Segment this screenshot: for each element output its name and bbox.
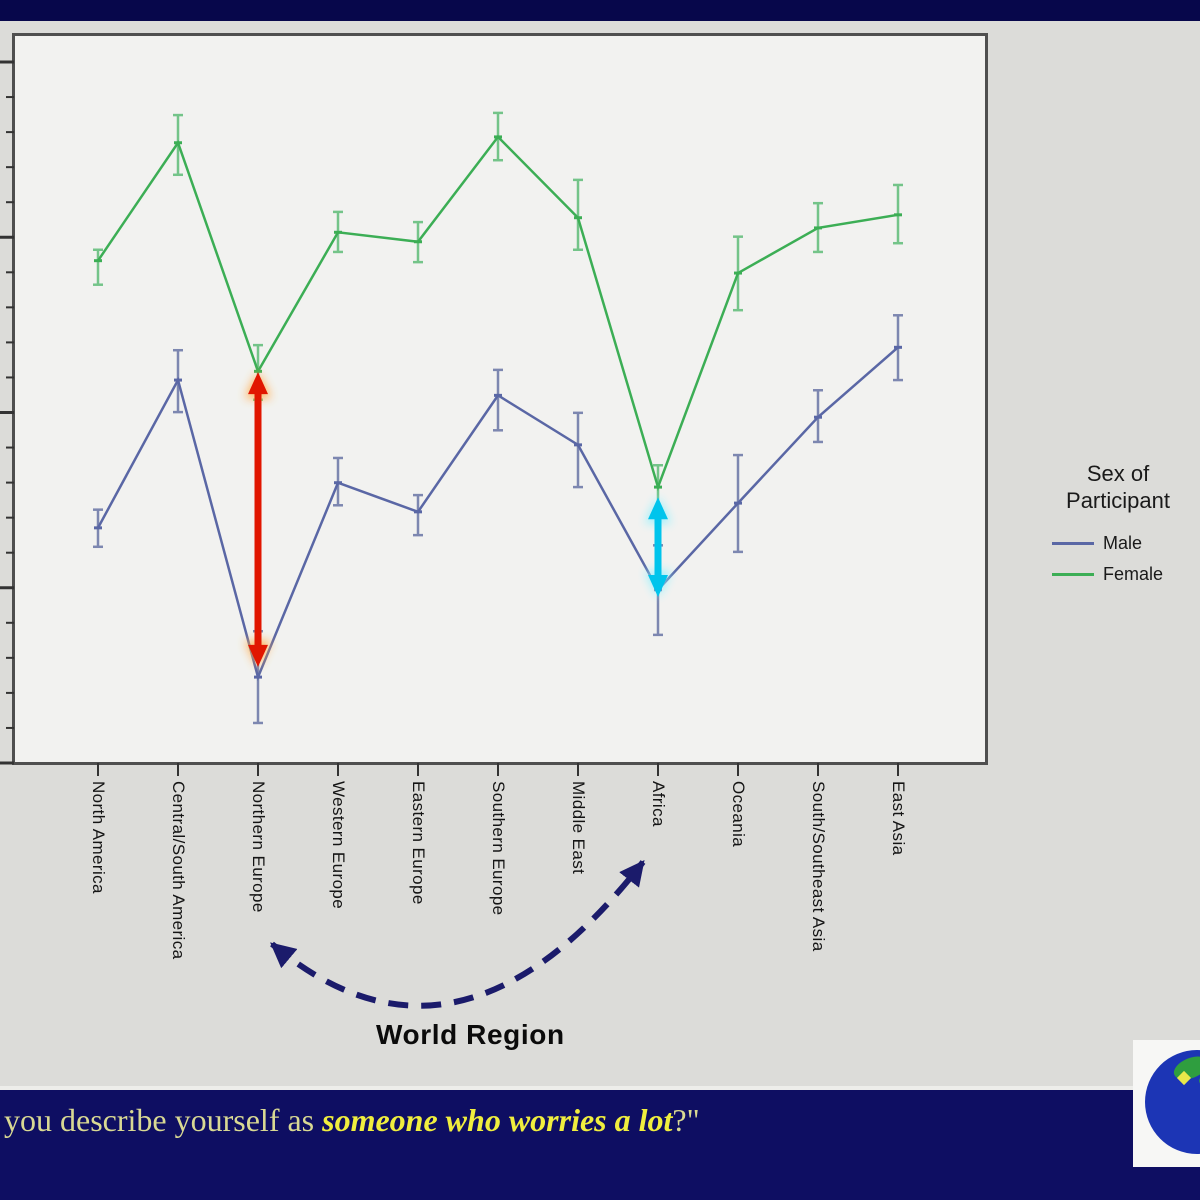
legend-label: Female: [1103, 563, 1164, 584]
x-axis-label: South/Southeast Asia: [809, 781, 828, 952]
legend-title-line2: Participant: [1066, 488, 1170, 513]
question-emphasis: someone who worries a lot: [322, 1102, 673, 1138]
x-axis-label: Africa: [649, 781, 668, 827]
legend-label: Male: [1103, 532, 1143, 553]
legend-swatch-female: [1052, 572, 1094, 576]
legend-title-line1: Sex of: [1086, 461, 1150, 486]
x-axis-label: Western Europe: [329, 781, 348, 910]
legend-entries: Male Female: [1038, 532, 1198, 585]
x-axis-label: Southern Europe: [489, 781, 508, 916]
x-axis-label: Northern Europe: [249, 781, 268, 913]
footer-divider: [0, 1086, 1200, 1090]
globe-icon: [1145, 1050, 1200, 1154]
legend-entry-male: Male: [1052, 532, 1198, 554]
legend-entry-female: Female: [1052, 563, 1198, 585]
question-banner: you describe yourself as someone who wor…: [0, 1090, 1200, 1200]
x-axis-label: Eastern Europe: [409, 781, 428, 905]
logo: [1133, 1040, 1200, 1167]
top-banner: [0, 0, 1200, 21]
legend-title: Sex of Participant: [1038, 460, 1198, 514]
x-axis-label: Oceania: [729, 781, 748, 848]
x-axis-label: Middle East: [569, 781, 588, 875]
x-axis-label: East Asia: [889, 781, 908, 856]
question-suffix: ?": [672, 1102, 700, 1138]
x-axis-title: World Region: [376, 1019, 565, 1050]
chart-plot-area: [12, 33, 988, 765]
legend-swatch-male: [1052, 541, 1094, 545]
legend: Sex of Participant Male Female: [1038, 460, 1198, 594]
question-text: you describe yourself as someone who wor…: [4, 1102, 700, 1139]
x-axis-label: North America: [89, 781, 108, 894]
x-axis-label: Central/South America: [169, 781, 188, 960]
question-prefix: you describe yourself as: [4, 1102, 323, 1138]
